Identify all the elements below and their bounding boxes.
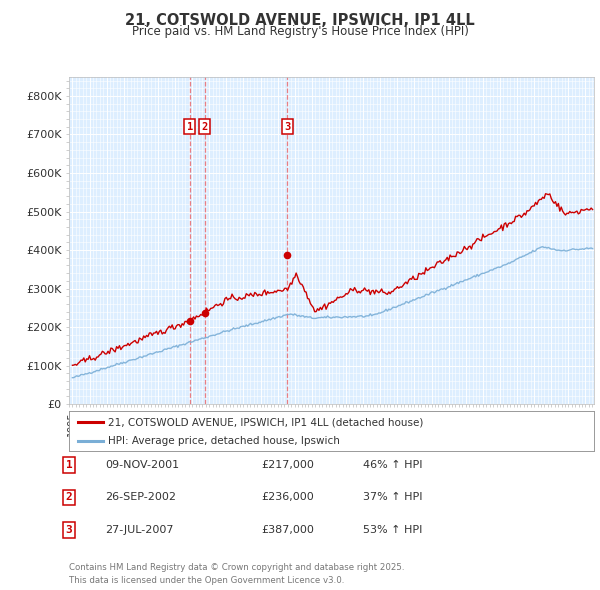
Text: 21, COTSWOLD AVENUE, IPSWICH, IP1 4LL (detached house): 21, COTSWOLD AVENUE, IPSWICH, IP1 4LL (d… [109, 417, 424, 427]
Text: Price paid vs. HM Land Registry's House Price Index (HPI): Price paid vs. HM Land Registry's House … [131, 25, 469, 38]
Text: 53% ↑ HPI: 53% ↑ HPI [363, 525, 422, 535]
Text: 21, COTSWOLD AVENUE, IPSWICH, IP1 4LL: 21, COTSWOLD AVENUE, IPSWICH, IP1 4LL [125, 13, 475, 28]
Text: 46% ↑ HPI: 46% ↑ HPI [363, 460, 422, 470]
Text: Contains HM Land Registry data © Crown copyright and database right 2025.
This d: Contains HM Land Registry data © Crown c… [69, 563, 404, 585]
Text: 27-JUL-2007: 27-JUL-2007 [105, 525, 173, 535]
Text: 37% ↑ HPI: 37% ↑ HPI [363, 493, 422, 502]
Text: £387,000: £387,000 [261, 525, 314, 535]
Text: 1: 1 [187, 122, 193, 132]
Text: 2: 2 [65, 493, 73, 502]
Text: HPI: Average price, detached house, Ipswich: HPI: Average price, detached house, Ipsw… [109, 435, 340, 445]
Text: 1: 1 [65, 460, 73, 470]
Text: £236,000: £236,000 [261, 493, 314, 502]
Text: 26-SEP-2002: 26-SEP-2002 [105, 493, 176, 502]
Text: £217,000: £217,000 [261, 460, 314, 470]
Text: 3: 3 [65, 525, 73, 535]
Text: 2: 2 [202, 122, 208, 132]
Text: 09-NOV-2001: 09-NOV-2001 [105, 460, 179, 470]
Text: 3: 3 [284, 122, 290, 132]
